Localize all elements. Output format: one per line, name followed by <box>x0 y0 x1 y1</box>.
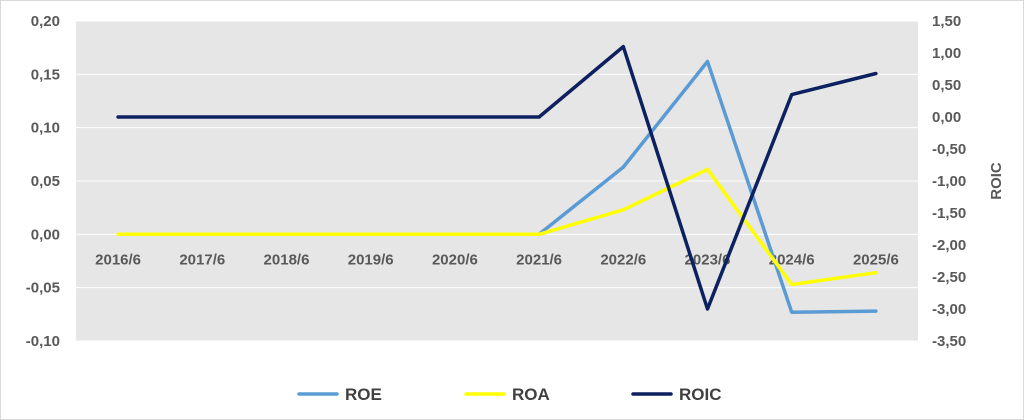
left-axis-tick-label: -0,10 <box>26 333 60 350</box>
right-axis-tick-label: 0,50 <box>932 77 961 94</box>
legend-label-roe: ROE <box>345 385 382 404</box>
x-axis-tick-label: 2023/6 <box>685 251 731 268</box>
right-axis-tick-label: -0,50 <box>932 141 966 158</box>
x-axis-tick-label: 2017/6 <box>179 251 225 268</box>
x-axis-tick-label: 2019/6 <box>348 251 394 268</box>
right-axis-title: ROIC <box>988 162 1005 200</box>
right-axis-tick-label: -3,00 <box>932 301 966 318</box>
left-axis-tick-label: 0,10 <box>31 120 60 137</box>
legend-label-roa: ROA <box>512 385 550 404</box>
x-axis-tick-label: 2020/6 <box>432 251 478 268</box>
x-axis-tick-label: 2025/6 <box>853 251 899 268</box>
left-axis-tick-label: 0,05 <box>31 173 60 190</box>
left-axis-tick-label: 0,00 <box>31 226 60 243</box>
legend-label-roic: ROIC <box>679 385 722 404</box>
right-axis-tick-label: -2,50 <box>932 269 966 286</box>
left-axis-tick-label: 0,15 <box>31 66 60 83</box>
x-axis-tick-label: 2022/6 <box>600 251 646 268</box>
right-axis-tick-label: 1,00 <box>932 45 961 62</box>
series-line-roic <box>116 44 878 311</box>
right-axis-tick-label: -1,00 <box>932 173 966 190</box>
series-line-roe <box>537 59 878 314</box>
right-axis-tick-label: -1,50 <box>932 205 966 222</box>
left-axis-tick-label: -0,05 <box>26 280 60 297</box>
left-axis-tick-label: 0,20 <box>31 13 60 30</box>
x-axis-tick-label: 2024/6 <box>769 251 815 268</box>
right-axis-tick-label: -3,50 <box>932 333 966 350</box>
x-axis-tick-label: 2021/6 <box>516 251 562 268</box>
right-axis-tick-label: 0,00 <box>932 109 961 126</box>
x-axis-tick-label: 2016/6 <box>95 251 141 268</box>
right-axis-tick-label: 1,50 <box>932 13 961 30</box>
x-axis-tick-label: 2018/6 <box>264 251 310 268</box>
series-line-roa <box>116 167 878 287</box>
right-axis-tick-label: -2,00 <box>932 237 966 254</box>
